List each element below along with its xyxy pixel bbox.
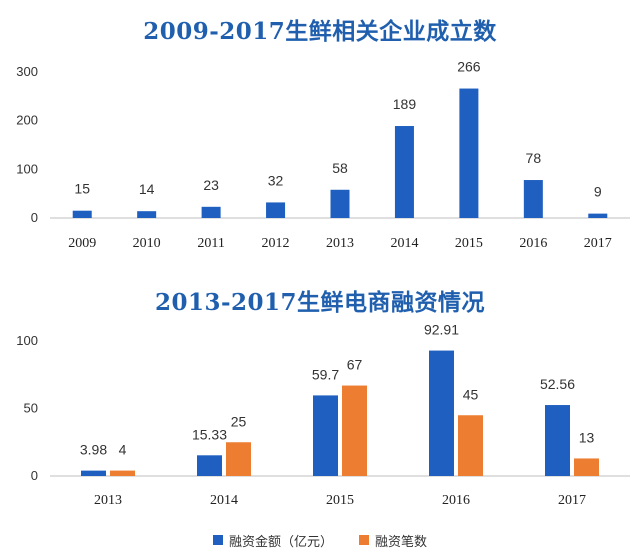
data-label-count: 25 (231, 413, 247, 429)
bar (588, 213, 608, 218)
data-label-count: 45 (463, 386, 479, 402)
data-label: 14 (139, 181, 155, 197)
data-label-amount: 52.56 (540, 376, 575, 392)
data-label: 266 (457, 59, 481, 75)
bar (72, 210, 92, 218)
chart1-title: 2009-2017生鲜相关企业成立数 (143, 18, 497, 45)
y-tick-label: 50 (24, 401, 38, 416)
x-tick-label: 2016 (442, 493, 470, 508)
bar-count (110, 470, 135, 476)
legend-item-count: 融资笔数 (359, 531, 427, 550)
data-label-count: 4 (119, 442, 127, 458)
data-label-amount: 92.91 (424, 322, 459, 338)
data-label: 58 (332, 160, 348, 176)
x-tick-label: 2017 (558, 493, 586, 508)
x-tick-label: 2012 (262, 236, 290, 251)
x-tick-label: 2015 (326, 493, 354, 508)
bar-count (458, 415, 483, 476)
bar-count (226, 442, 251, 476)
company-count-chart: 0 100 200 300 15 2009 14 2010 23 2011 32 2012 58 2013… (16, 59, 630, 251)
bar (394, 126, 414, 218)
x-tick-label: 2014 (390, 236, 418, 251)
bar-amount (429, 350, 454, 476)
x-tick-label: 2014 (210, 493, 238, 508)
data-label-amount: 3.98 (80, 442, 107, 458)
bar-count (574, 458, 599, 476)
y-tick-label: 200 (16, 113, 38, 128)
x-tick-label: 2016 (519, 236, 547, 251)
legend-swatch-amount (212, 535, 223, 545)
data-label: 23 (203, 177, 219, 193)
bar (137, 211, 157, 218)
legend-swatch-count (359, 535, 369, 545)
legend-label-count: 融资笔数 (375, 534, 428, 550)
x-tick-label: 2013 (94, 493, 122, 508)
data-label: 189 (393, 96, 417, 112)
bar (459, 88, 479, 219)
y-tick-label: 0 (31, 468, 38, 483)
data-label: 9 (594, 184, 602, 200)
legend-item-amount: 融资金额（亿元） (212, 531, 333, 550)
y-tick-label: 100 (16, 333, 38, 348)
bar-count (342, 385, 367, 476)
legend-label-amount: 融资金额（亿元） (228, 534, 333, 550)
data-label-count: 67 (347, 357, 363, 373)
data-label-count: 13 (579, 429, 595, 445)
data-label-amount: 15.33 (192, 426, 227, 442)
bar-amount (313, 395, 338, 476)
x-tick-label: 2013 (326, 236, 354, 251)
y-tick-label: 0 (31, 210, 38, 225)
x-tick-label: 2011 (197, 236, 224, 251)
chart2-title: 2013-2017生鲜电商融资情况 (154, 289, 486, 316)
data-label: 15 (74, 181, 90, 197)
y-tick-label: 300 (16, 64, 38, 79)
x-tick-label: 2009 (68, 236, 96, 251)
bar (201, 206, 221, 218)
x-tick-label: 2015 (455, 236, 483, 251)
bar-amount (197, 455, 222, 476)
data-label: 32 (268, 172, 284, 188)
x-tick-label: 2017 (584, 236, 612, 251)
bar-amount (81, 470, 106, 476)
data-label-amount: 59.7 (312, 366, 339, 382)
bar (266, 202, 286, 218)
chart2-legend: 融资金额（亿元） 融资笔数 (0, 530, 640, 550)
bar (523, 180, 543, 218)
bar (330, 189, 350, 218)
data-label: 78 (526, 150, 542, 166)
y-tick-label: 100 (16, 161, 38, 176)
x-tick-label: 2010 (133, 236, 161, 251)
bar-amount (545, 405, 570, 476)
